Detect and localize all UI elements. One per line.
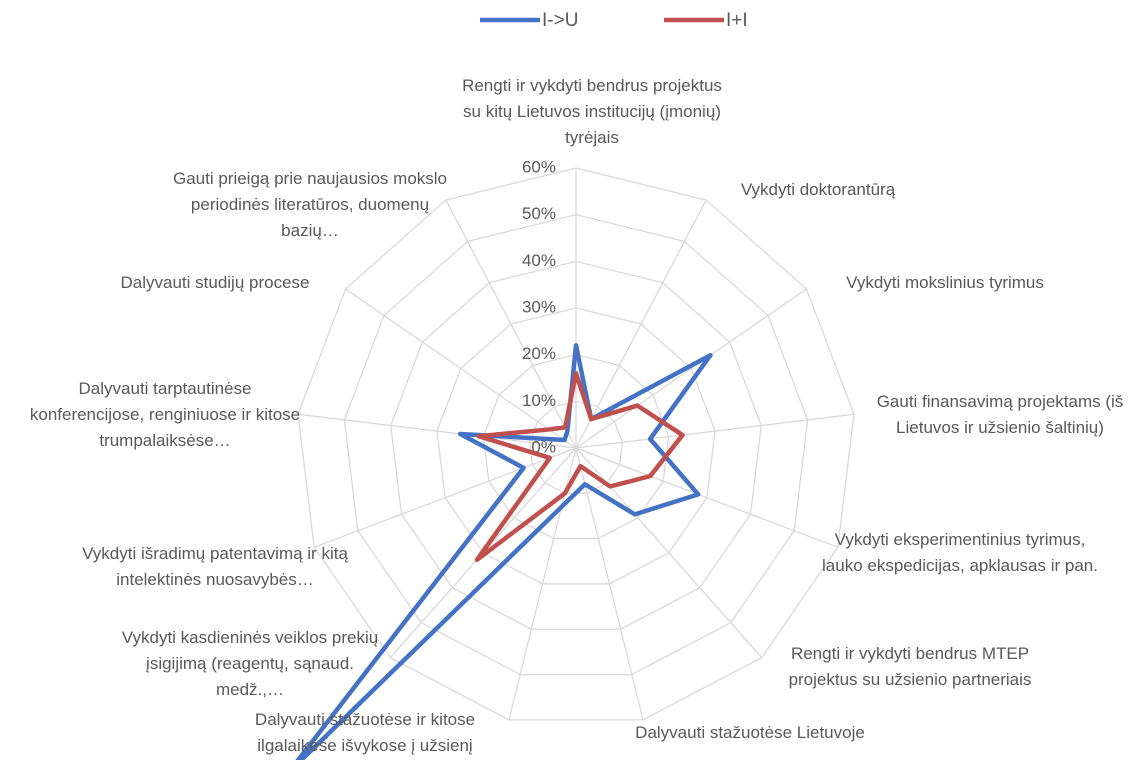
y-tick-label: 10% [522,391,556,410]
spoke [575,447,763,659]
category-label: Gauti prieigą prie naujausios mokslo per… [172,169,448,240]
y-tick-label: 60% [522,157,556,176]
category-label: Gauti finansavimą projektams (iš Lietuvo… [876,392,1124,437]
category-label: Rengti ir vykdyti bendrus MTEP projektus… [788,644,1032,689]
category-label: Vykdyti išradimų patentavimą ir kitą int… [82,544,348,589]
category-label: Vykdyti kasdieninės veiklos prekių įsigi… [121,628,379,699]
series-line [474,371,685,563]
spoke [297,413,577,449]
legend-label: I+I [726,10,748,31]
y-tick-label: 30% [522,297,556,316]
spoke [575,447,839,548]
grid-ring [343,213,809,676]
y-tick-label: 20% [522,344,556,363]
spoke [575,288,807,449]
spoke [575,199,707,449]
category-label: Vykdyti mokslinius tyrimus [846,273,1044,292]
category-label: Rengti ir vykdyti bendrus projektus su k… [462,76,722,147]
category-label: Dalyvauti tarptautinėse konferencijose, … [29,379,301,450]
y-tick-label: 0% [531,437,556,456]
category-label: Dalyvauti stažuotėse Lietuvoje [635,723,865,742]
category-label: Dalyvauti stažuotėse ir kitose ilgalaikė… [254,710,476,755]
legend-label: I->U [542,10,578,31]
y-tick-label: 40% [522,251,556,270]
category-label: Dalyvauti studijų procese [120,273,310,292]
spoke [445,199,577,449]
grid-ring [390,260,762,630]
category-label: Vykdyti eksperimentinius tyrimus, lauko … [822,530,1098,575]
grid-ring [297,167,855,721]
y-tick-label: 50% [522,204,556,223]
spoke [575,413,855,449]
series-line [295,343,713,760]
spoke [575,447,644,721]
spoke [313,447,577,548]
category-label: Vykdyti doktorantūrą [740,180,896,199]
spoke [345,288,577,449]
grid-ring [482,353,670,540]
